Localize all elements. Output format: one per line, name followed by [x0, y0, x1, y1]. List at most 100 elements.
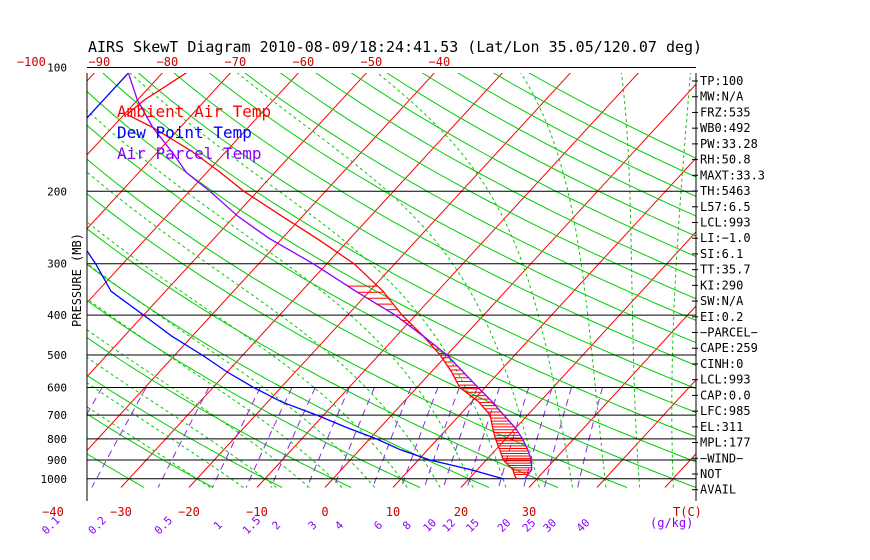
moist-adiabat-line [87, 262, 376, 488]
bottom-temperature-label: 10 [386, 505, 400, 519]
top-temperature-labels: −120−110−100−90−80−70−60−50−40 [17, 55, 451, 69]
bottom-temperature-label: 20 [454, 505, 468, 519]
mixing-ratio-line [577, 387, 603, 488]
index-item: LCL:993 [700, 215, 751, 229]
dry-adiabat-line [87, 453, 145, 488]
pressure-tick-label: 700 [47, 409, 67, 422]
isotherm-line [528, 305, 696, 488]
mixing-ratio-line [423, 387, 460, 488]
mixing-ratio-line [245, 387, 293, 488]
index-item: −WIND− [700, 451, 743, 465]
index-item: EI:0.2 [700, 310, 743, 324]
isotherm-line [87, 73, 436, 452]
legend: Ambient Air Temp Dew Point Temp Air Parcel… [117, 102, 271, 163]
moist-adiabat-line [87, 171, 441, 488]
bottom-temperature-label: −40 [42, 505, 64, 519]
top-temperature-label: −80 [157, 55, 179, 69]
moist-adiabat-line [520, 73, 607, 488]
index-item: RH:50.8 [700, 153, 751, 167]
isotherm-line [324, 83, 696, 488]
bottom-temperature-label: 0 [321, 505, 328, 519]
x-axis-unit: T(C) [673, 505, 702, 519]
index-item: KI:290 [700, 278, 743, 292]
bottom-temperature-label: 30 [522, 505, 536, 519]
index-item: SI:6.1 [700, 247, 743, 261]
dry-adiabat-line [87, 193, 628, 488]
pressure-tick-label: 800 [47, 433, 67, 446]
isotherm-line [596, 379, 696, 488]
moist-adiabat-line [376, 73, 573, 488]
index-item: CINH:0 [700, 357, 743, 371]
pressure-tick-label: 200 [47, 185, 67, 198]
index-item: WB0:492 [700, 121, 751, 135]
mixing-ratio-line [91, 387, 147, 488]
mixing-ratio-line [157, 387, 210, 488]
index-item: PW:33.28 [700, 137, 758, 151]
dry-adiabat-line [102, 73, 696, 413]
index-item: CAPE:259 [700, 341, 758, 355]
index-item: L57:6.5 [700, 200, 751, 214]
dry-adiabat-line [87, 124, 696, 463]
pressure-tick-label: 600 [47, 382, 67, 395]
index-item: CAP:0.0 [700, 388, 751, 402]
index-item: LCL:993 [700, 373, 751, 387]
index-item: LI:−1.0 [700, 231, 751, 245]
index-item: TT:35.7 [700, 263, 751, 277]
index-item: MAXT:33.3 [700, 168, 765, 182]
isotherm-line [87, 73, 164, 156]
index-item: EL:311 [700, 420, 743, 434]
isotherm-line [87, 73, 232, 230]
moist-adiabat-line [87, 356, 277, 488]
profile-lines [87, 73, 533, 480]
series-line-dew-point-temp [87, 73, 504, 480]
dry-adiabat-line [350, 73, 696, 258]
top-temperature-label: −40 [429, 55, 451, 69]
isobar-lines [87, 67, 696, 480]
dry-adiabat-line [87, 90, 696, 438]
legend-item: Air Parcel Temp [117, 144, 262, 163]
dry-adiabat-line [87, 158, 696, 488]
dry-adiabat-line [87, 413, 214, 488]
index-item: TH:5463 [700, 184, 751, 198]
chart-title: AIRS SkewT Diagram 2010-08-09/18:24:41.5… [88, 38, 702, 56]
index-item: TP:100 [700, 74, 743, 88]
isotherm-line [188, 73, 572, 488]
dry-adiabat-line [244, 73, 696, 321]
isotherm-line [460, 231, 696, 488]
dry-adiabat-line [87, 300, 421, 488]
top-temperature-label: −100 [17, 55, 46, 69]
index-item: −PARCEL− [700, 326, 758, 340]
mixing-ratio-line [87, 387, 103, 415]
mixing-ratio-line [442, 387, 478, 488]
dry-adiabat-line [137, 73, 696, 390]
moist-adiabat-line [87, 109, 474, 488]
dry-adiabat-line [279, 73, 696, 300]
index-item: SW:N/A [700, 294, 744, 308]
dry-adiabat-line [315, 73, 696, 279]
dry-adiabat-line [87, 228, 559, 488]
mixing-ratio-line [498, 387, 530, 488]
index-item: MPL:177 [700, 436, 751, 450]
isotherm-line [392, 157, 696, 488]
mixing-ratio-line [333, 387, 375, 488]
isotherm-line [87, 73, 368, 378]
index-item: FRZ:535 [700, 105, 751, 119]
pressure-tick-labels: 100 200 300 400 500 600 700 800 900 1000 [41, 62, 68, 486]
top-temperature-label: −70 [225, 55, 247, 69]
isotherm-line [87, 73, 300, 304]
dry-adiabat-line [173, 73, 696, 366]
pressure-tick-label: 900 [47, 454, 67, 467]
mixing-ratio-line [306, 387, 350, 488]
dry-adiabat-line [208, 73, 696, 344]
mixing-ratio-line [543, 387, 572, 488]
index-item: NOT [700, 467, 722, 481]
moist-adiabat-line [129, 73, 507, 488]
index-item: AVAIL [700, 483, 736, 497]
pressure-tick-label: 100 [47, 62, 67, 75]
bottom-temperature-label: −20 [178, 505, 200, 519]
pressure-tick-label: 400 [47, 309, 67, 322]
mixing-ratio-line [401, 387, 439, 488]
